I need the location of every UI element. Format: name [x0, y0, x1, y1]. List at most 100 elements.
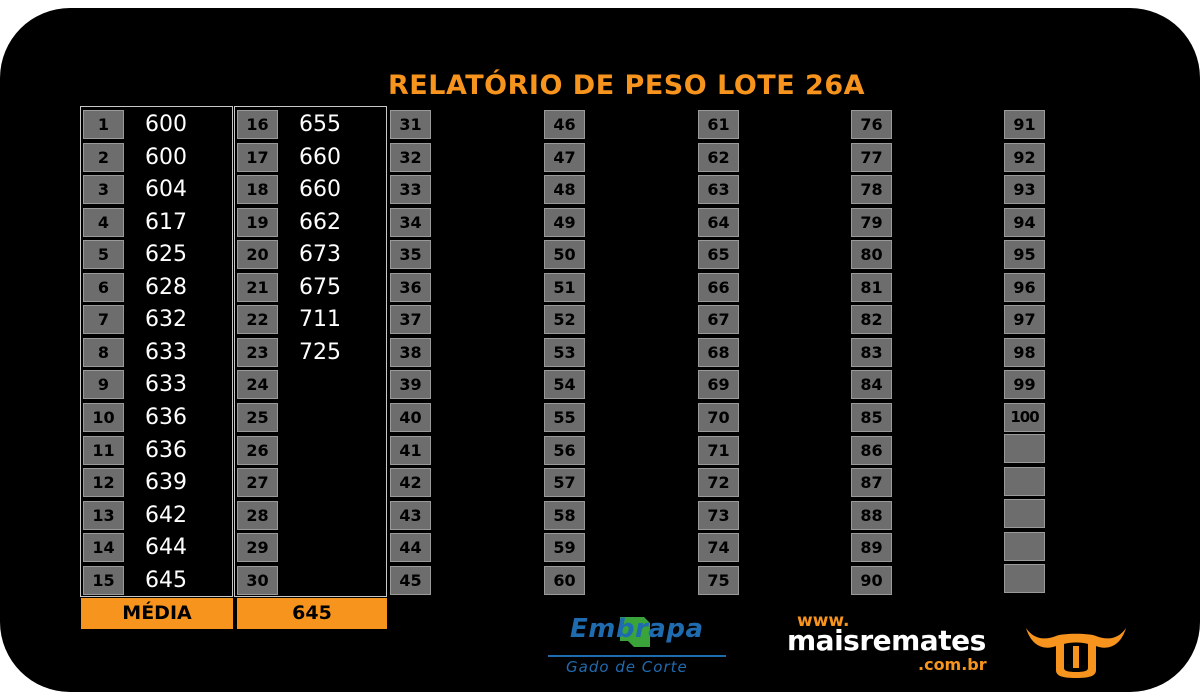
- animal-number: 2: [83, 142, 124, 172]
- empty-cell: [1004, 564, 1045, 593]
- weight-value: 725: [299, 339, 341, 365]
- report-board: RELATÓRIO DE PESO LOTE 26A 1 600 2 600 3 604 4…: [0, 8, 1200, 692]
- weight-value: 660: [299, 144, 341, 170]
- average-label: MÉDIA: [81, 598, 233, 629]
- animal-number: 20: [237, 240, 278, 270]
- animal-number: 31: [390, 110, 431, 139]
- animal-number: 29: [237, 533, 278, 563]
- bull-horns-icon: [1026, 628, 1126, 678]
- animal-number: 45: [390, 565, 431, 595]
- weight-value: 660: [299, 177, 341, 203]
- animal-number: 5: [83, 240, 124, 270]
- weight-value: 617: [145, 209, 187, 235]
- animal-number: 4: [83, 207, 124, 237]
- weight-value: 600: [145, 112, 187, 137]
- animal-number: 78: [851, 175, 892, 205]
- embrapa-name: Embrapa: [570, 614, 704, 644]
- animal-number: 33: [390, 175, 431, 205]
- weight-value: 625: [145, 242, 187, 268]
- animal-number: 36: [390, 272, 431, 302]
- weight-value: 604: [145, 177, 187, 203]
- animal-number: 38: [390, 337, 431, 367]
- report-title: RELATÓRIO DE PESO LOTE 26A: [388, 70, 866, 101]
- weight-value: 642: [145, 502, 187, 528]
- animal-number: 49: [544, 207, 585, 237]
- weight-value: 675: [299, 274, 341, 300]
- animal-number: 73: [698, 500, 739, 530]
- animal-number: 1: [83, 110, 124, 139]
- weight-value: 662: [299, 209, 341, 235]
- animal-number: 72: [698, 468, 739, 498]
- animal-number: 61: [698, 110, 739, 139]
- animal-number: 83: [851, 337, 892, 367]
- animal-number: 12: [83, 468, 124, 498]
- animal-number: 13: [83, 500, 124, 530]
- animal-number: 92: [1004, 142, 1045, 172]
- animal-number: 50: [544, 240, 585, 270]
- animal-number: 87: [851, 468, 892, 498]
- animal-number: 43: [390, 500, 431, 530]
- animal-number: 86: [851, 435, 892, 465]
- animal-number: 59: [544, 533, 585, 563]
- animal-number: 42: [390, 468, 431, 498]
- animal-number: 27: [237, 468, 278, 498]
- weight-value: 655: [299, 112, 341, 137]
- animal-number: 11: [83, 435, 124, 465]
- embrapa-subtitle: Gado de Corte: [566, 658, 688, 676]
- animal-number: 46: [544, 110, 585, 139]
- animal-number: 48: [544, 175, 585, 205]
- weight-value: 636: [145, 404, 187, 430]
- animal-number: 57: [544, 468, 585, 498]
- animal-number: 60: [544, 565, 585, 595]
- animal-number: 69: [698, 370, 739, 400]
- animal-number: 17: [237, 142, 278, 172]
- animal-number: 25: [237, 402, 278, 432]
- animal-number: 16: [237, 110, 278, 139]
- animal-number: 85: [851, 402, 892, 432]
- column-outline: [234, 106, 387, 597]
- embrapa-logo: [620, 617, 650, 647]
- animal-number: 99: [1004, 370, 1045, 400]
- maisremates-name: maisremates: [787, 624, 986, 657]
- animal-number: 90: [851, 565, 892, 595]
- weight-value: 633: [145, 372, 187, 398]
- animal-number: 51: [544, 272, 585, 302]
- animal-number: 67: [698, 305, 739, 335]
- animal-number: 75: [698, 565, 739, 595]
- animal-number: 70: [698, 402, 739, 432]
- animal-number: 18: [237, 175, 278, 205]
- animal-number: 54: [544, 370, 585, 400]
- animal-number: 8: [83, 337, 124, 367]
- column-outline: [80, 106, 233, 597]
- animal-number: 32: [390, 142, 431, 172]
- animal-number: 97: [1004, 305, 1045, 335]
- animal-number: 66: [698, 272, 739, 302]
- weight-value: 600: [145, 144, 187, 170]
- animal-number: 6: [83, 272, 124, 302]
- empty-cell: [1004, 467, 1045, 496]
- maisremates-www: www.: [797, 611, 850, 631]
- animal-number: 64: [698, 207, 739, 237]
- weight-value: 645: [145, 567, 187, 593]
- animal-number: 3: [83, 175, 124, 205]
- animal-number: 10: [83, 402, 124, 432]
- animal-number: 98: [1004, 337, 1045, 367]
- animal-number: 96: [1004, 272, 1045, 302]
- weight-value: 628: [145, 274, 187, 300]
- animal-number: 34: [390, 207, 431, 237]
- animal-number: 39: [390, 370, 431, 400]
- animal-number: 76: [851, 110, 892, 139]
- weight-value: 711: [299, 307, 341, 333]
- weight-value: 633: [145, 339, 187, 365]
- animal-number: 58: [544, 500, 585, 530]
- animal-number: 26: [237, 435, 278, 465]
- animal-number: 19: [237, 207, 278, 237]
- animal-number: 55: [544, 402, 585, 432]
- animal-number: 71: [698, 435, 739, 465]
- animal-number: 91: [1004, 110, 1045, 139]
- animal-number: 23: [237, 337, 278, 367]
- animal-number: 100: [1004, 402, 1045, 432]
- embrapa-rule: [548, 655, 726, 657]
- animal-number: 53: [544, 337, 585, 367]
- weight-value: 639: [145, 470, 187, 496]
